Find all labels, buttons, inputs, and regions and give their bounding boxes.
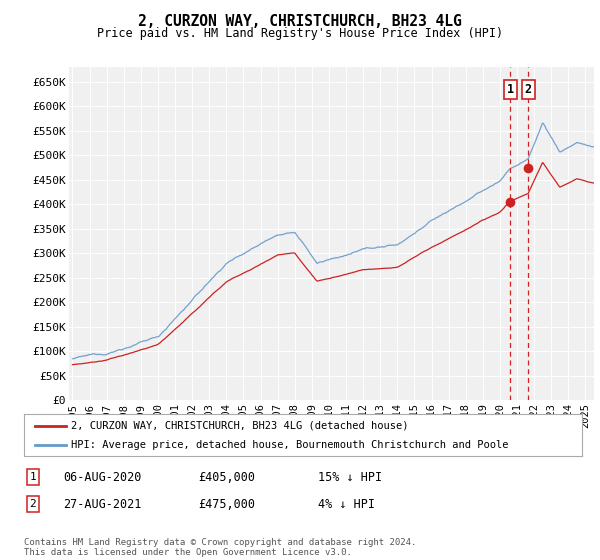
Text: 27-AUG-2021: 27-AUG-2021 xyxy=(63,497,142,511)
Text: Price paid vs. HM Land Registry's House Price Index (HPI): Price paid vs. HM Land Registry's House … xyxy=(97,27,503,40)
Text: 2: 2 xyxy=(29,499,37,509)
Text: 06-AUG-2020: 06-AUG-2020 xyxy=(63,470,142,484)
Text: HPI: Average price, detached house, Bournemouth Christchurch and Poole: HPI: Average price, detached house, Bour… xyxy=(71,440,509,450)
Text: Contains HM Land Registry data © Crown copyright and database right 2024.
This d: Contains HM Land Registry data © Crown c… xyxy=(24,538,416,557)
Text: 2: 2 xyxy=(524,83,532,96)
Text: 2, CURZON WAY, CHRISTCHURCH, BH23 4LG: 2, CURZON WAY, CHRISTCHURCH, BH23 4LG xyxy=(138,14,462,29)
Text: 1: 1 xyxy=(29,472,37,482)
Text: 4% ↓ HPI: 4% ↓ HPI xyxy=(318,497,375,511)
Text: 2, CURZON WAY, CHRISTCHURCH, BH23 4LG (detached house): 2, CURZON WAY, CHRISTCHURCH, BH23 4LG (d… xyxy=(71,421,409,431)
Text: 1: 1 xyxy=(506,83,514,96)
Text: £405,000: £405,000 xyxy=(198,470,255,484)
Text: 15% ↓ HPI: 15% ↓ HPI xyxy=(318,470,382,484)
Text: £475,000: £475,000 xyxy=(198,497,255,511)
